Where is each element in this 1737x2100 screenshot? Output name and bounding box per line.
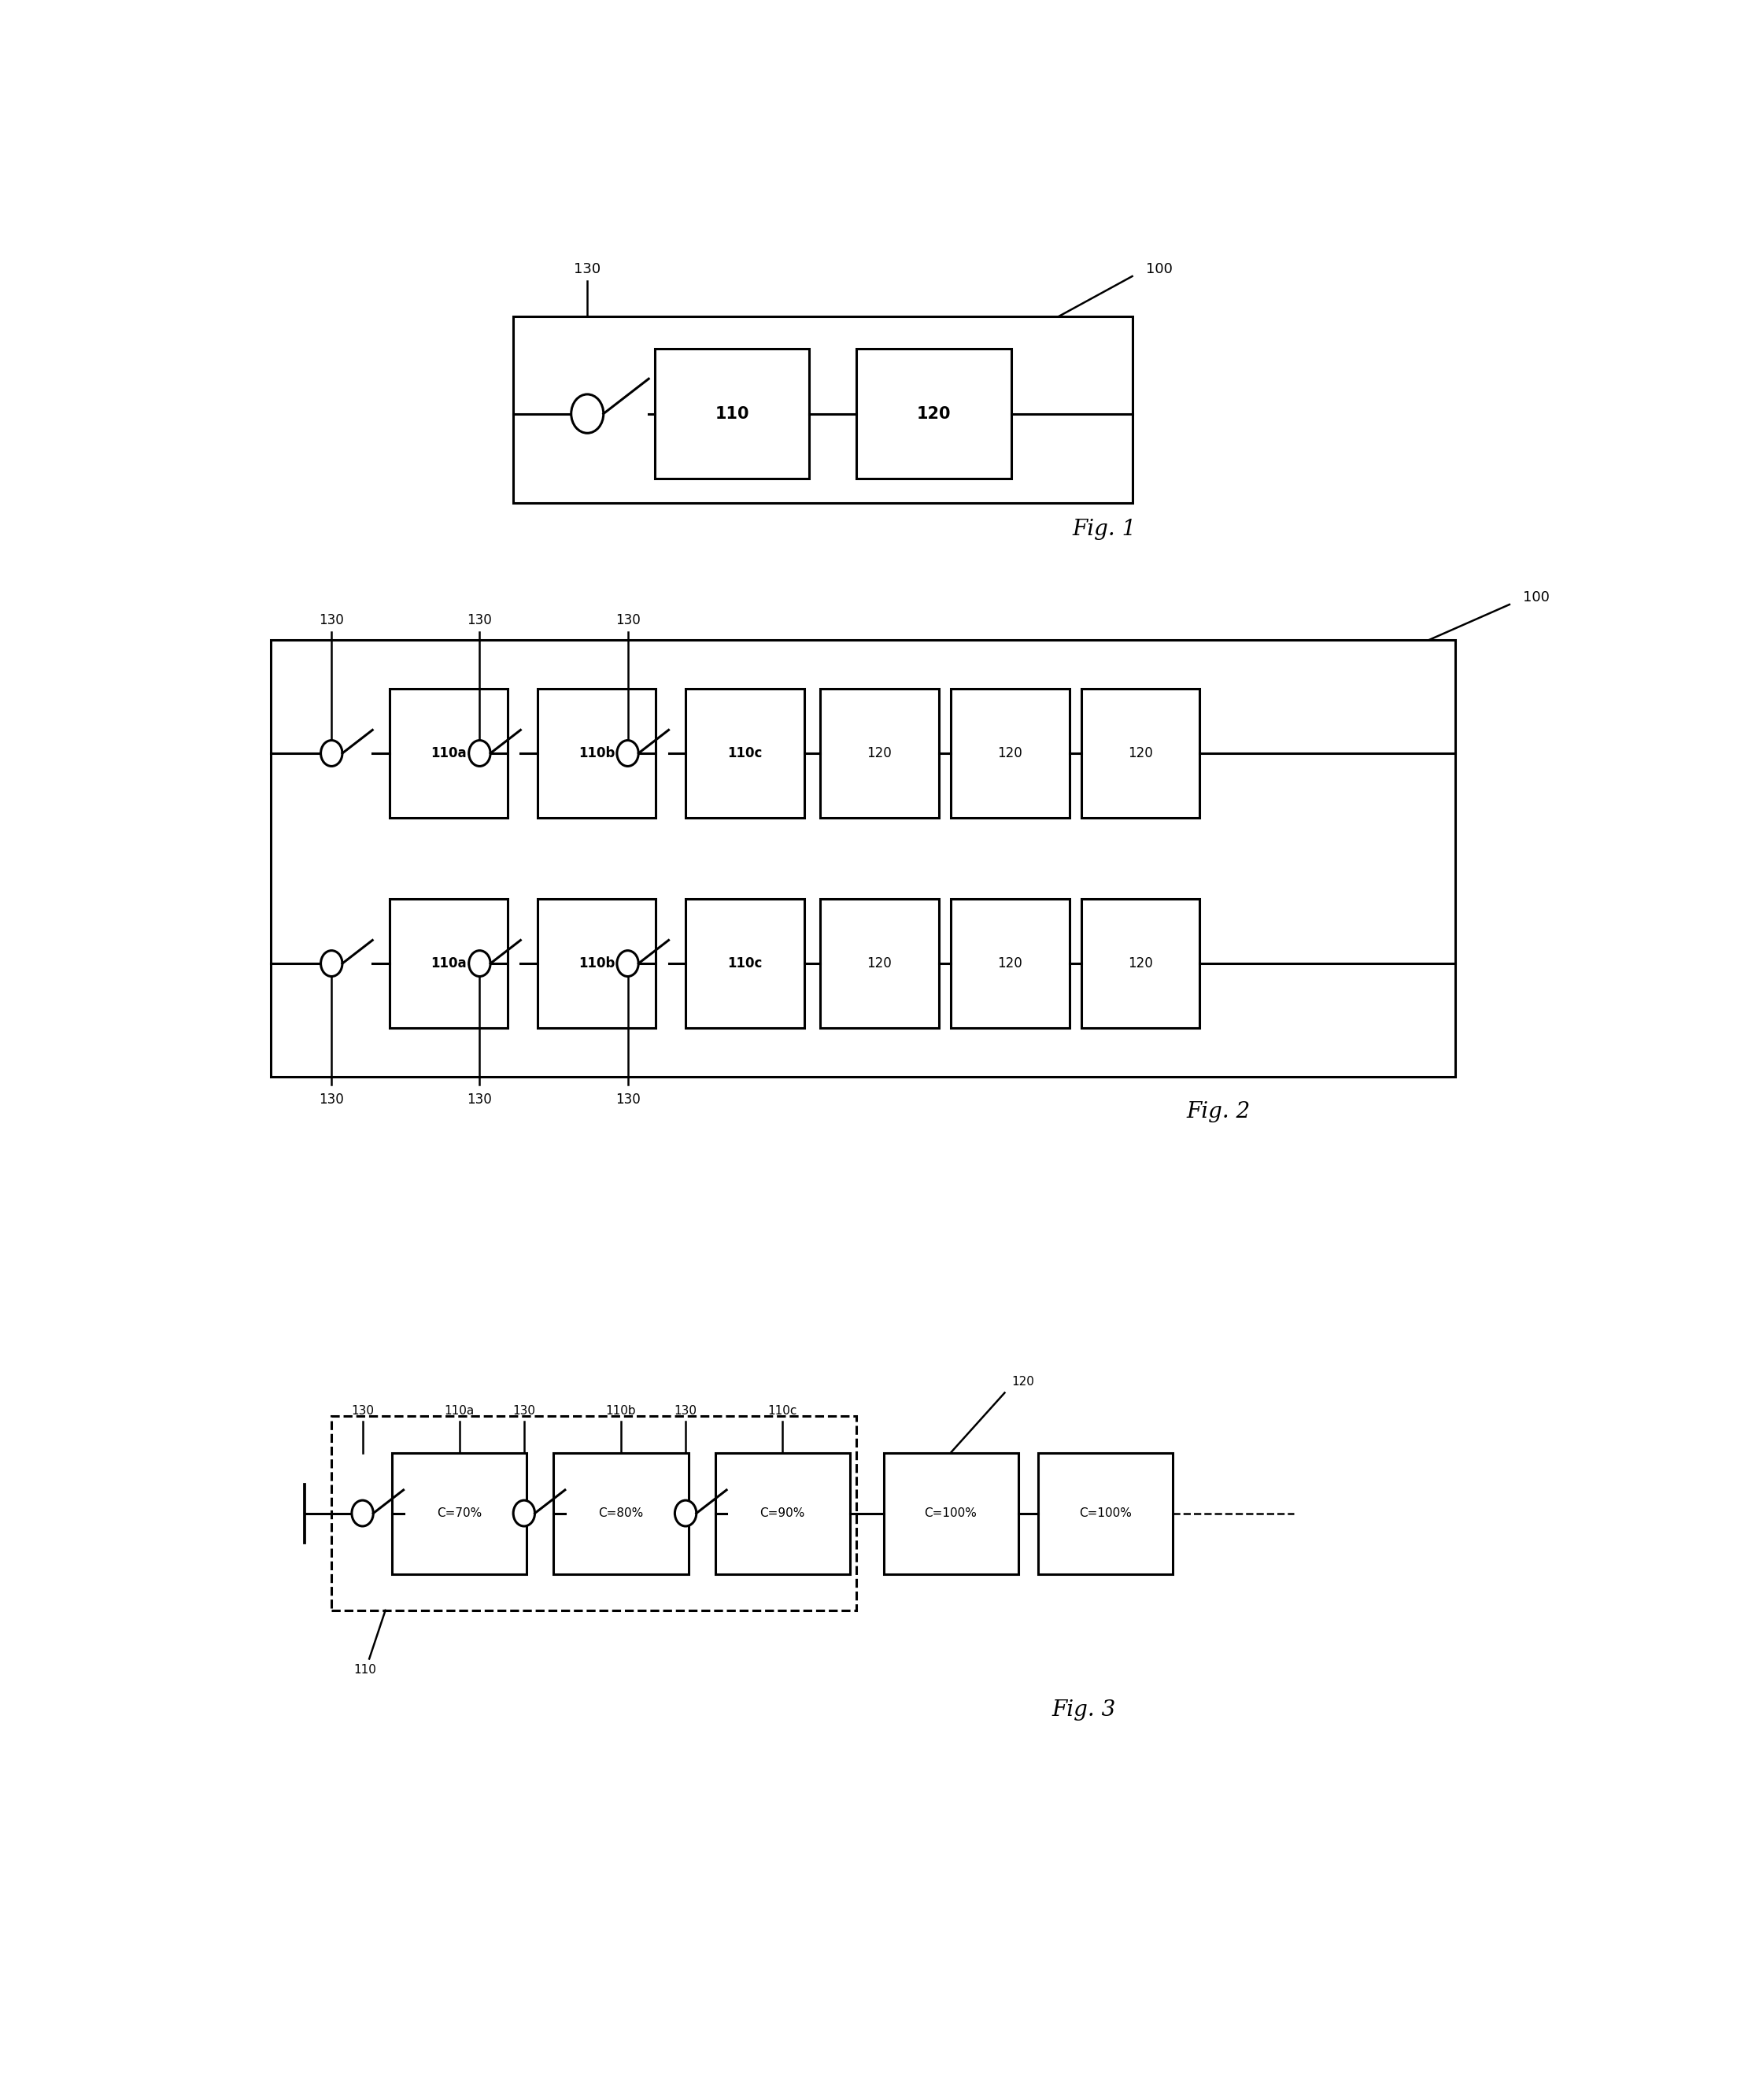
Text: 110c: 110c <box>728 956 763 970</box>
Circle shape <box>469 951 490 977</box>
Text: 100: 100 <box>1523 590 1549 605</box>
Bar <box>389 689 507 817</box>
Text: 130: 130 <box>320 1092 344 1107</box>
Text: C=100%: C=100% <box>924 1508 978 1518</box>
Bar <box>554 1453 688 1573</box>
Bar <box>820 899 938 1029</box>
Bar <box>389 899 507 1029</box>
Circle shape <box>571 395 603 433</box>
Circle shape <box>351 1499 373 1527</box>
Text: 120: 120 <box>917 405 952 422</box>
Text: 130: 130 <box>615 1092 641 1107</box>
Text: 110a: 110a <box>445 1405 474 1418</box>
Text: 110c: 110c <box>728 746 763 760</box>
Text: 130: 130 <box>573 262 601 277</box>
Text: 130: 130 <box>467 1092 492 1107</box>
Bar <box>1082 689 1200 817</box>
Bar <box>514 317 1133 502</box>
Bar <box>856 349 1011 479</box>
Text: Fig. 3: Fig. 3 <box>1053 1699 1115 1720</box>
Bar <box>537 899 657 1029</box>
Text: 120: 120 <box>1011 1376 1034 1388</box>
Text: 130: 130 <box>320 613 344 628</box>
Circle shape <box>617 951 639 977</box>
Text: 130: 130 <box>351 1405 373 1418</box>
Bar <box>716 1453 849 1573</box>
Text: 110a: 110a <box>431 746 467 760</box>
Text: 130: 130 <box>674 1405 697 1418</box>
Text: 120: 120 <box>867 956 891 970</box>
Text: 110b: 110b <box>578 746 615 760</box>
Text: 100: 100 <box>1146 262 1172 277</box>
Circle shape <box>674 1499 697 1527</box>
Circle shape <box>321 741 342 766</box>
Bar <box>393 1453 526 1573</box>
Bar <box>655 349 809 479</box>
Text: C=80%: C=80% <box>599 1508 643 1518</box>
Bar <box>950 899 1070 1029</box>
Bar <box>686 689 804 817</box>
Bar <box>271 640 1456 1077</box>
Text: 130: 130 <box>615 613 641 628</box>
Bar <box>1082 899 1200 1029</box>
Text: 120: 120 <box>1127 956 1153 970</box>
Bar <box>950 689 1070 817</box>
Text: C=100%: C=100% <box>1079 1508 1133 1518</box>
Text: 120: 120 <box>1127 746 1153 760</box>
Text: 110c: 110c <box>768 1405 797 1418</box>
Text: 110b: 110b <box>606 1405 636 1418</box>
Text: 130: 130 <box>512 1405 535 1418</box>
Text: 110a: 110a <box>431 956 467 970</box>
Text: 110: 110 <box>354 1663 377 1676</box>
Text: Fig. 2: Fig. 2 <box>1186 1100 1251 1121</box>
Bar <box>884 1453 1018 1573</box>
Text: C=90%: C=90% <box>761 1508 804 1518</box>
Bar <box>332 1415 856 1611</box>
Text: Fig. 1: Fig. 1 <box>1072 519 1136 540</box>
Circle shape <box>469 741 490 766</box>
Text: 110: 110 <box>716 405 749 422</box>
Bar <box>686 899 804 1029</box>
Text: 120: 120 <box>997 746 1023 760</box>
Circle shape <box>617 741 639 766</box>
Bar <box>537 689 657 817</box>
Bar <box>1039 1453 1172 1573</box>
Text: 110b: 110b <box>578 956 615 970</box>
Circle shape <box>514 1499 535 1527</box>
Text: 130: 130 <box>467 613 492 628</box>
Text: C=70%: C=70% <box>438 1508 481 1518</box>
Circle shape <box>321 951 342 977</box>
Bar <box>820 689 938 817</box>
Text: 120: 120 <box>997 956 1023 970</box>
Text: 120: 120 <box>867 746 891 760</box>
